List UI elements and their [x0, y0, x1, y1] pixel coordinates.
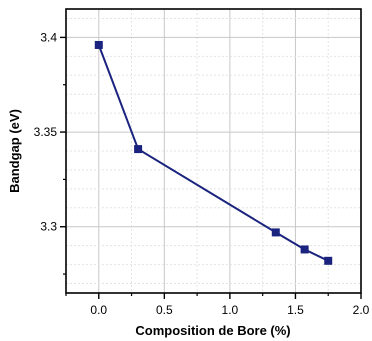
data-point	[94, 40, 103, 49]
x-tick-label: 1.0	[222, 303, 239, 317]
axes	[65, 8, 362, 294]
series	[94, 40, 333, 265]
y-axis-label: Bandgap (eV)	[7, 109, 22, 193]
data-point	[324, 256, 333, 265]
x-tick-label: 1.5	[287, 303, 304, 317]
data-point	[300, 245, 309, 254]
x-axis-label: Composition de Bore (%)	[135, 323, 290, 338]
plot-frame	[65, 8, 362, 294]
data-point	[271, 228, 280, 237]
x-tick-label: 2.0	[353, 303, 370, 317]
y-tick-label: 3.35	[34, 125, 58, 139]
x-tick-label: 0.0	[90, 303, 107, 317]
data-point	[134, 145, 143, 154]
ticks: 0.0 0.5 1.0 1.5 2.0 3.3 3.35 3.4	[34, 30, 370, 317]
y-tick-label: 3.4	[40, 30, 57, 44]
y-tick-label: 3.3	[40, 220, 57, 234]
x-tick-label: 0.5	[156, 303, 173, 317]
